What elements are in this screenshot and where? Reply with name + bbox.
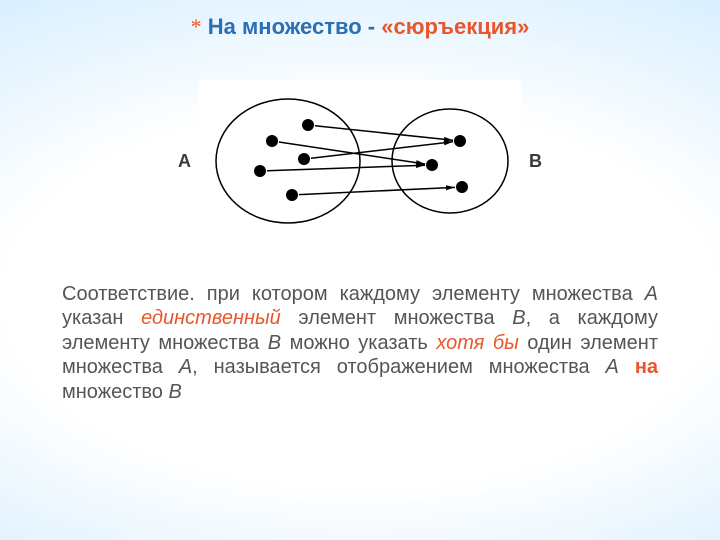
label-A: A [178,151,191,172]
def-A2: А [179,356,192,378]
surjection-diagram [199,80,521,242]
def-unique: единственный [141,307,281,329]
title-main: На множество - [208,14,381,39]
def-s7: , называется отображением множества [192,356,605,378]
def-s2: указан [62,307,141,329]
slide: * На множество - «сюръекция» A B Соответ… [0,0,720,540]
def-s1: Соответствие. при котором каждому элемен… [62,283,645,305]
diagram-row: A B [0,80,720,242]
title-asterisk: * [191,14,202,39]
def-B2: В [268,332,281,354]
def-s5: можно указать [281,332,436,354]
def-s9: множество [62,381,168,403]
def-A1: А [645,283,658,305]
page-title: * На множество - «сюръекция» [0,14,720,40]
def-atleast: хотя бы [436,332,518,354]
def-s3: элемент множества [281,307,512,329]
definition-paragraph: Соответствие. при котором каждому элемен… [62,282,658,404]
label-B: B [529,151,542,172]
def-s8 [619,356,635,378]
def-on: на [635,356,658,378]
title-accent: «сюръекция» [381,14,529,39]
def-A3: А [606,356,619,378]
def-B1: В [512,307,525,329]
def-B3: В [168,381,181,403]
